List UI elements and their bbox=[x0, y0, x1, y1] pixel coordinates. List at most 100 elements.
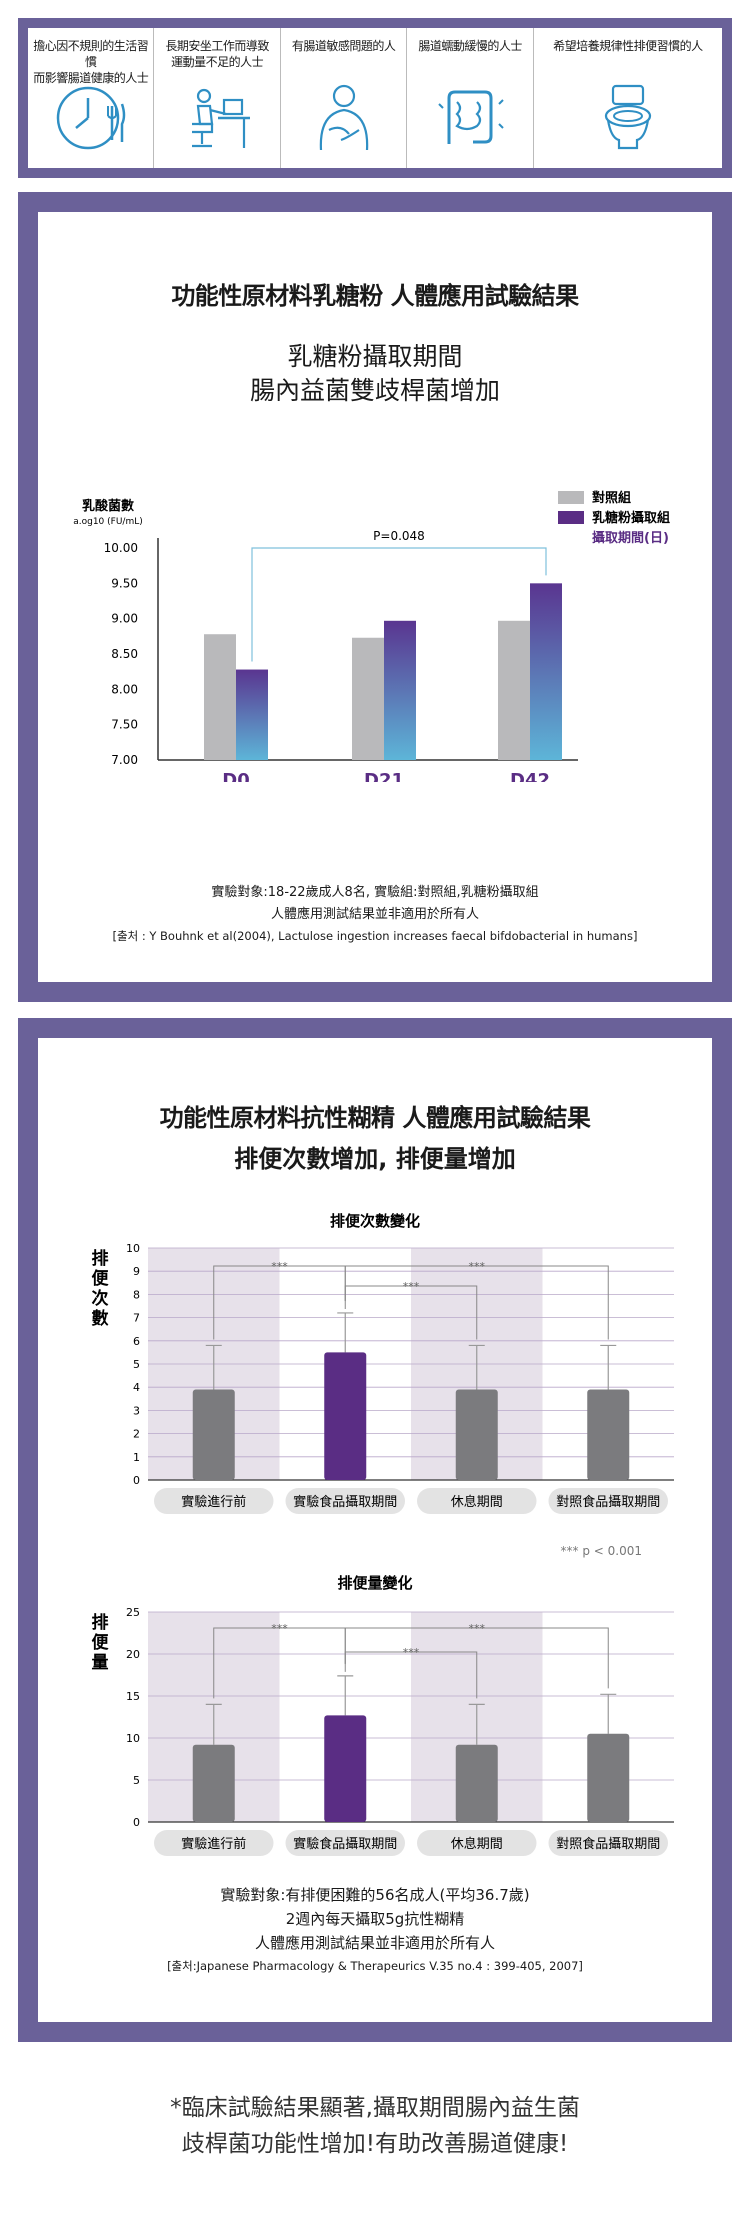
y-tick-label: 2 bbox=[133, 1428, 140, 1441]
y-axis-title-char: 便 bbox=[92, 1632, 110, 1653]
stomach-ache-icon bbox=[319, 84, 368, 151]
bar-control bbox=[204, 634, 236, 760]
significance-mark: *** bbox=[403, 1646, 420, 1659]
bar-control bbox=[498, 620, 530, 760]
legend-label-control: 對照組 bbox=[592, 490, 631, 506]
bar-lactulose bbox=[530, 583, 562, 760]
x-tick-label: 實驗進行前 bbox=[181, 1494, 246, 1510]
target-audience-banner: 擔心因不規則的生活習慣 而影響腸道健康的人士 長期安坐工作而導致 運動量不足的人… bbox=[18, 18, 732, 178]
panel-title: 功能性原材料抗性糊精 人體應用試驗結果 bbox=[159, 1104, 591, 1132]
x-tick-label: 實驗進行前 bbox=[181, 1836, 246, 1852]
bar-control bbox=[352, 637, 384, 760]
significance-mark: *** bbox=[469, 1260, 486, 1273]
y-tick-label: 15 bbox=[126, 1690, 140, 1703]
x-tick-label: 對照食品攝取期間 bbox=[556, 1836, 660, 1852]
x-tick-pill bbox=[154, 1488, 274, 1514]
y-tick-label: 1 bbox=[133, 1451, 140, 1464]
target-item: 希望培養規律性排便習慣的人 bbox=[534, 28, 722, 168]
target-audience-list: 擔心因不規則的生活習慣 而影響腸道健康的人士 長期安坐工作而導致 運動量不足的人… bbox=[28, 28, 722, 168]
y-tick-label: 5 bbox=[133, 1774, 140, 1787]
chart-title: 排便次數變化 bbox=[330, 1212, 420, 1230]
x-tick-pill bbox=[154, 1830, 274, 1856]
bifidobacteria-bar-chart: 乳酸菌數 a.og10 (FU/mL) 10.00 9.50 9.00 8.50 8.00 7… bbox=[73, 490, 670, 782]
y-tick-label: 7 bbox=[133, 1312, 140, 1325]
dosage-note: 2週內每天攝取5g抗性糊精 bbox=[285, 1910, 465, 1928]
significance-legend: *** p < 0.001 bbox=[560, 1544, 642, 1558]
target-label: 長期安坐工作而導致 運動量不足的人士 bbox=[165, 39, 269, 69]
bar-lactulose bbox=[384, 620, 416, 760]
y-tick-label: 20 bbox=[126, 1648, 140, 1661]
significance-mark: *** bbox=[271, 1260, 288, 1273]
target-item: 腸道蠕動緩慢的人士 bbox=[407, 28, 534, 168]
x-tick-pill bbox=[548, 1830, 668, 1856]
bar bbox=[587, 1733, 630, 1822]
x-tick-pill bbox=[548, 1488, 668, 1514]
legend-swatch-lactulose bbox=[558, 511, 584, 524]
x-tick-pill bbox=[417, 1488, 537, 1514]
bar bbox=[455, 1389, 498, 1480]
bar bbox=[192, 1744, 235, 1822]
y-tick-label: 3 bbox=[133, 1404, 140, 1417]
intestine-icon bbox=[438, 90, 504, 144]
panel-subtitle-line1: 乳糖粉攝取期間 bbox=[287, 342, 463, 371]
panel-subtitle-line2: 腸內益菌雙歧桿菌增加 bbox=[249, 376, 500, 405]
x-tick-pill bbox=[285, 1488, 405, 1514]
y-tick-label: 10.00 bbox=[104, 541, 138, 555]
legend-label-lactulose: 乳糖粉攝取組 bbox=[592, 510, 670, 526]
p-value-label: P=0.048 bbox=[373, 529, 425, 543]
significance-bracket bbox=[251, 547, 547, 662]
significance-mark: *** bbox=[469, 1622, 486, 1635]
conclusion-text: *臨床試驗結果顯著,攝取期間腸內益生菌 歧桿菌功能性增加!有助改善腸道健康! bbox=[0, 2090, 750, 2162]
significance-bracket bbox=[344, 1651, 478, 1699]
lactulose-result-card: 功能性原材料乳糖粉 人體應用試驗結果 乳糖粉攝取期間 腸內益菌雙歧桿菌增加 乳酸… bbox=[38, 212, 712, 982]
conclusion-line2: 歧桿菌功能性增加!有助改善腸道健康! bbox=[181, 2131, 569, 2157]
lactulose-result-panel: 功能性原材料乳糖粉 人體應用試驗結果 乳糖粉攝取期間 腸內益菌雙歧桿菌增加 乳酸… bbox=[18, 192, 732, 1002]
significance-bracket bbox=[344, 1627, 609, 1689]
bar bbox=[587, 1389, 630, 1480]
y-tick-label: 10 bbox=[126, 1732, 140, 1745]
significance-mark: *** bbox=[271, 1622, 288, 1635]
resistant-dextrin-result-card: 功能性原材料抗性糊精 人體應用試驗結果 排便次數增加, 排便量增加 排便次數變化… bbox=[38, 1038, 712, 2022]
source-citation: [출처 : Y Bouhnk et al(2004), Lactulose in… bbox=[112, 929, 638, 943]
x-tick-label: D21 bbox=[364, 770, 404, 782]
x-tick-label: 休息期間 bbox=[451, 1836, 503, 1852]
x-tick-label: 對照食品攝取期間 bbox=[556, 1494, 660, 1510]
target-label: 有腸道敏感問題的人 bbox=[291, 39, 396, 53]
target-item: 長期安坐工作而導致 運動量不足的人士 bbox=[154, 28, 281, 168]
target-item: 擔心因不規則的生活習慣 而影響腸道健康的人士 bbox=[28, 28, 155, 168]
resistant-dextrin-result-panel: 功能性原材料抗性糊精 人體應用試驗結果 排便次數增加, 排便量增加 排便次數變化… bbox=[18, 1018, 732, 2042]
clock-fork-knife-icon bbox=[56, 86, 125, 150]
x-tick-pill bbox=[285, 1830, 405, 1856]
bar bbox=[455, 1744, 498, 1822]
x-tick-label: 休息期間 bbox=[451, 1494, 503, 1510]
y-axis-title-char: 次 bbox=[92, 1288, 109, 1309]
disclaimer-note: 人體應用測試結果並非適用於所有人 bbox=[254, 1934, 495, 1952]
source-citation: [출처:Japanese Pharmacology & Therapeurics… bbox=[167, 1959, 583, 1973]
y-axis-title-char: 便 bbox=[92, 1268, 110, 1289]
y-tick-label: 25 bbox=[126, 1606, 140, 1619]
legend-label-period: 攝取期間(日) bbox=[592, 530, 669, 546]
disclaimer-note: 人體應用測試結果並非適用於所有人 bbox=[270, 907, 479, 922]
y-axis-title-char: 數 bbox=[92, 1308, 109, 1329]
bar bbox=[324, 1715, 367, 1822]
y-tick-label: 8.00 bbox=[111, 682, 138, 696]
conclusion-line1: *臨床試驗結果顯著,攝取期間腸內益生菌 bbox=[170, 2095, 580, 2121]
desk-worker-icon bbox=[192, 88, 251, 148]
y-tick-label: 5 bbox=[133, 1358, 140, 1371]
panel-subtitle: 排便次數增加, 排便量增加 bbox=[234, 1145, 516, 1173]
y-axis-unit: a.og10 (FU/mL) bbox=[73, 517, 143, 527]
target-label: 希望培養規律性排便習慣的人 bbox=[553, 39, 703, 53]
legend-swatch-control bbox=[558, 491, 584, 504]
chart-title: 排便量變化 bbox=[337, 1574, 412, 1592]
y-axis-title-char: 排 bbox=[92, 1612, 109, 1633]
bar bbox=[324, 1352, 367, 1480]
significance-bracket bbox=[344, 1265, 609, 1340]
y-tick-label: 10 bbox=[126, 1242, 140, 1255]
experiment-subjects-note: 實驗對象:18-22歲成人8名, 實驗組:對照組,乳糖粉攝取組 bbox=[211, 885, 539, 900]
y-tick-label: 7.50 bbox=[111, 718, 138, 732]
y-tick-label: 0 bbox=[133, 1474, 140, 1487]
target-label: 腸道蠕動緩慢的人士 bbox=[418, 39, 522, 53]
target-label: 擔心因不規則的生活習慣 而影響腸道健康的人士 bbox=[33, 39, 149, 85]
y-tick-label: 0 bbox=[133, 1816, 140, 1829]
